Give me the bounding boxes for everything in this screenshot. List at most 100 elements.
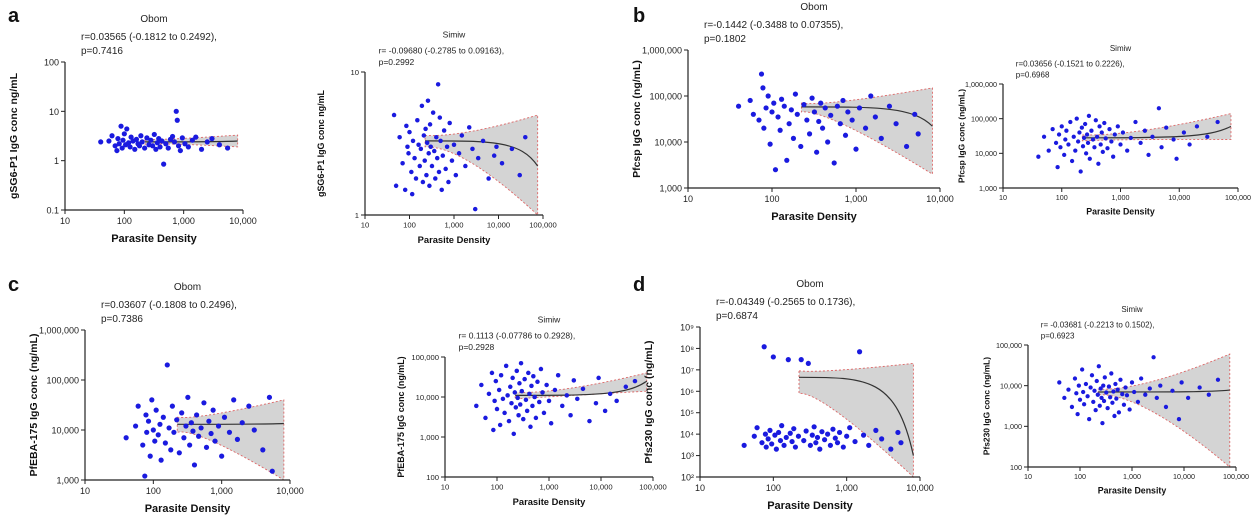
fit-line [425,140,539,167]
data-point [266,394,273,400]
data-point [397,134,402,140]
data-point [1089,128,1094,133]
data-point [1164,125,1169,130]
data-point [531,374,536,379]
data-point [434,155,440,161]
data-point [792,444,799,450]
data-point [221,414,228,420]
y-axis-label: PfEBA-175 IgG conc (ng/mL) [396,356,406,477]
x-axis-label: Parasite Density [1086,206,1155,216]
data-point [844,433,850,439]
data-point [185,394,191,400]
stats-annotation-line: p=0.7416 [81,46,123,57]
data-point [1097,124,1102,129]
fit-line [177,422,284,425]
data-point [149,397,155,403]
data-point [115,136,121,142]
data-point [1121,402,1127,407]
data-point [1158,383,1163,388]
data-point [518,360,524,366]
data-point [432,148,437,154]
data-point [216,142,222,148]
data-point [483,415,488,421]
data-point [769,109,775,115]
y-tick-label: 1,000,000 [965,80,997,89]
data-point [1143,392,1148,397]
data-point [407,129,412,135]
x-tick-label: 10 [683,194,693,204]
data-point [614,398,619,404]
data-point [1120,391,1125,397]
data-point [767,141,773,147]
data-point [1151,355,1156,360]
data-point [804,117,810,123]
data-point [1092,145,1097,150]
data-point [120,137,126,143]
stats-annotation-line: r= 0.1113 (-0.07786 to 0.2928), [459,330,576,340]
data-point [1096,364,1101,369]
data-point [811,109,818,115]
data-point [1105,146,1110,151]
data-point [834,103,840,109]
stats-annotation-line: p=0.6968 [1016,71,1050,80]
y-tick-label: 10⁵ [680,408,694,418]
data-point [1128,135,1133,140]
data-point [1084,132,1090,137]
data-point [1098,142,1103,147]
data-point [1185,395,1191,401]
chart-c-simiw: 10 100 1,000 10,000 100,0001001,00010,000100… [396,314,667,506]
y-tick-label: 100,000 [996,341,1022,350]
data-point [1094,378,1099,384]
data-point [1041,134,1047,139]
data-point [519,388,525,394]
data-point [834,440,841,446]
data-point [772,167,779,173]
data-point [418,146,424,152]
chart-title: Simiw [1110,44,1132,53]
data-point [125,140,132,146]
data-point [1106,384,1112,389]
x-tick-label: 100,000 [639,483,667,492]
data-point [735,103,742,109]
data-point [806,131,813,137]
data-point [819,429,825,435]
data-point [474,403,479,409]
y-tick-label: 1,000,000 [39,326,79,336]
fit-line [798,376,914,456]
data-point [451,142,457,147]
data-point [1076,383,1081,388]
data-point [206,418,212,424]
data-point [162,440,168,446]
data-point [817,446,823,452]
data-point [775,114,781,120]
data-point [898,440,904,446]
data-point [135,403,141,409]
data-point [814,434,821,441]
data-point [777,437,784,444]
data-point [1127,407,1132,412]
x-tick-label: 10,000 [906,483,934,493]
data-point [168,447,174,453]
data-point [1097,403,1102,408]
chart-b-obom: 10 100 1,000 10,000 1,000 10,000 100,000 1,000,… [631,2,954,223]
data-point [862,125,869,131]
data-point [169,403,175,409]
x-tick-label: 1,000 [845,194,868,204]
data-point [1081,402,1087,407]
data-point [1170,388,1175,393]
data-point [150,143,156,149]
data-point [470,146,475,152]
data-point [1099,130,1104,135]
data-point [489,370,495,376]
data-point [1066,142,1071,147]
data-point [153,407,159,413]
data-point [159,138,165,144]
data-point [246,403,252,409]
data-point [152,438,158,444]
data-point [781,103,787,109]
data-point [503,363,509,369]
data-point [537,399,542,405]
data-point [155,432,161,438]
data-point [1107,126,1112,132]
